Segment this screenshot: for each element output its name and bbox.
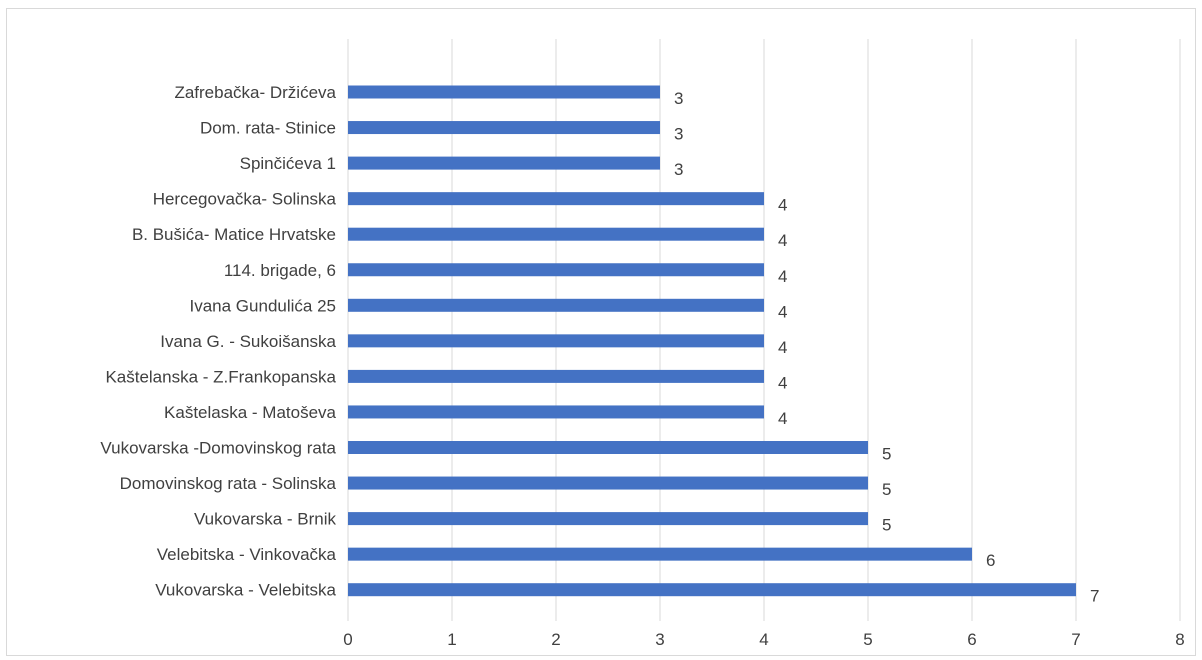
category-label: Zafrebačka- Držićeva	[174, 83, 336, 102]
data-label: 4	[778, 302, 787, 321]
x-tick-label: 4	[759, 630, 768, 649]
bar	[348, 547, 972, 561]
bar	[348, 583, 1076, 597]
bars	[348, 85, 1076, 597]
data-label: 3	[674, 160, 683, 179]
data-labels: 3 3 3 4 4 4 4 4 4 4 5 5 5 6 7	[674, 89, 1099, 606]
x-tick-label: 2	[551, 630, 560, 649]
category-label: Spinčićeva 1	[240, 154, 336, 173]
data-label: 7	[1090, 587, 1099, 606]
x-tick-label: 1	[447, 630, 456, 649]
data-label: 3	[674, 125, 683, 144]
bar	[348, 227, 764, 241]
category-label: Domovinskog rata - Solinska	[120, 474, 337, 493]
x-tick-label: 5	[863, 630, 872, 649]
data-label: 4	[778, 409, 787, 428]
bar	[348, 192, 764, 206]
x-axis-tick-labels: 0 1 2 3 4 5 6 7 8	[343, 630, 1184, 649]
x-tick-label: 7	[1071, 630, 1080, 649]
bar	[348, 156, 660, 170]
category-label: Velebitska - Vinkovačka	[157, 545, 337, 564]
category-label: Vukovarska -Domovinskog rata	[100, 439, 336, 458]
category-label: 114. brigade, 6	[224, 261, 336, 280]
category-label: Hercegovačka- Solinska	[153, 190, 337, 209]
horizontal-bar-chart: Zafrebačka- Držićeva Dom. rata- Stinice Sp…	[100, 39, 1185, 649]
bar	[348, 121, 660, 135]
x-tick-label: 3	[655, 630, 664, 649]
category-label: Ivana G. - Sukoišanska	[160, 332, 336, 351]
category-labels: Zafrebačka- Držićeva Dom. rata- Stinice Sp…	[100, 83, 336, 600]
bar	[348, 334, 764, 348]
bar	[348, 298, 764, 312]
x-tick-label: 8	[1175, 630, 1184, 649]
data-label: 4	[778, 196, 787, 215]
gridlines	[347, 39, 1181, 621]
data-label: 3	[674, 89, 683, 108]
category-label: Vukovarska - Velebitska	[155, 581, 336, 600]
data-label: 4	[778, 267, 787, 286]
chart-frame: Zafrebačka- Držićeva Dom. rata- Stinice Sp…	[6, 8, 1196, 656]
bar	[348, 263, 764, 277]
category-label: Vukovarska - Brnik	[194, 510, 337, 529]
bar	[348, 476, 868, 490]
bar	[348, 405, 764, 419]
category-label: Dom. rata- Stinice	[200, 119, 336, 138]
bar	[348, 512, 868, 526]
category-label: Kaštelaska - Matoševa	[164, 403, 337, 422]
data-label: 6	[986, 551, 995, 570]
x-tick-label: 6	[967, 630, 976, 649]
bar	[348, 85, 660, 99]
bar	[348, 441, 868, 454]
bar	[348, 369, 764, 383]
category-label: Ivana Gundulića 25	[190, 296, 337, 315]
data-label: 5	[882, 516, 891, 535]
data-label: 5	[882, 445, 891, 464]
data-label: 4	[778, 338, 787, 357]
category-label: Kaštelanska - Z.Frankopanska	[105, 367, 336, 386]
data-label: 4	[778, 231, 787, 250]
data-label: 5	[882, 480, 891, 499]
category-label: B. Bušića- Matice Hrvatske	[132, 225, 336, 244]
x-tick-label: 0	[343, 630, 352, 649]
data-label: 4	[778, 373, 787, 392]
